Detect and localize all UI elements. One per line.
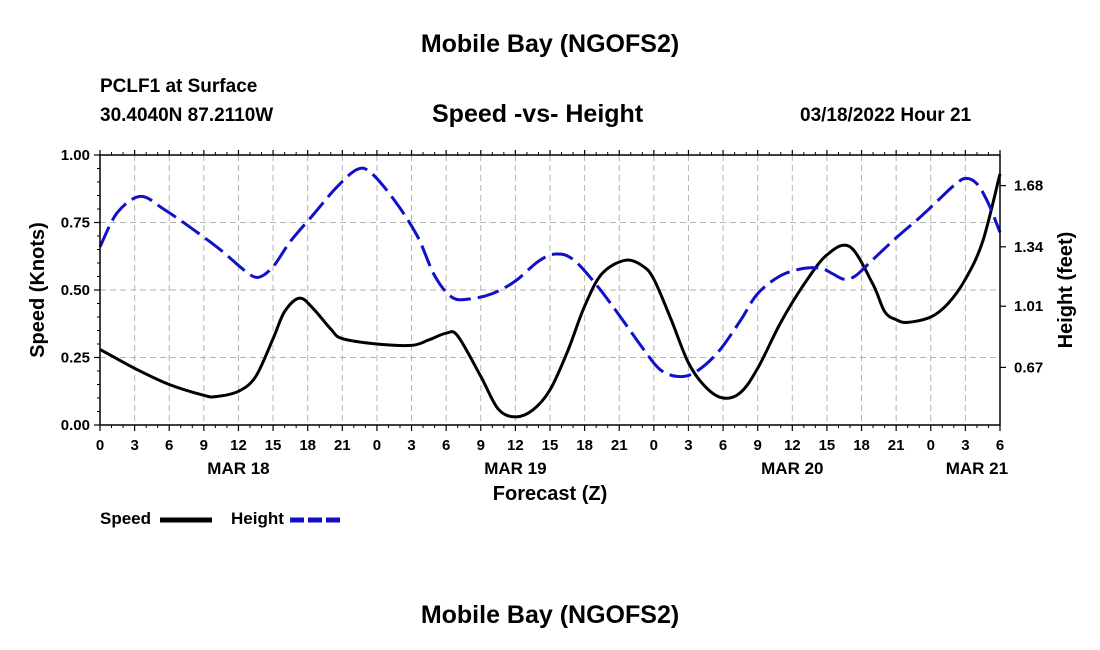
x-tick-label: 18 bbox=[853, 437, 870, 454]
x-tick-label: 0 bbox=[927, 437, 935, 454]
legend-height-label: Height bbox=[231, 509, 284, 528]
x-date-label: MAR 20 bbox=[761, 459, 823, 478]
x-tick-label: 12 bbox=[784, 437, 801, 454]
x-tick-label: 9 bbox=[754, 437, 762, 454]
station-coords: 30.4040N 87.2110W bbox=[100, 105, 274, 126]
x-tick-label: 6 bbox=[996, 437, 1004, 454]
series-line-speed bbox=[99, 173, 1002, 419]
station-name: PCLF1 at Surface bbox=[100, 76, 258, 97]
y-axis-label-left: Speed (Knots) bbox=[27, 222, 49, 358]
ticks: 0 3 6 9 12 15 18 21 0 3 6 9 12 15 18 21 0 3 6 9 12 15 18 21 0 3 6 M… bbox=[61, 147, 1044, 478]
x-tick-label: 15 bbox=[265, 437, 282, 454]
y-tick-label-right: 1.68 bbox=[1014, 178, 1043, 195]
x-tick-label: 6 bbox=[719, 437, 727, 454]
chart-title: Speed -vs- Height bbox=[432, 100, 644, 128]
x-tick-label: 3 bbox=[407, 437, 415, 454]
x-axis-label: Forecast (Z) bbox=[493, 483, 607, 505]
y-tick-label-right: 1.34 bbox=[1014, 239, 1044, 256]
x-tick-label: 12 bbox=[507, 437, 524, 454]
x-tick-label: 3 bbox=[961, 437, 969, 454]
y-tick-label-right: 0.67 bbox=[1014, 359, 1043, 376]
series-line-height bbox=[98, 166, 1002, 379]
y-tick-label-left: 0.75 bbox=[61, 215, 90, 232]
legend-speed-label: Speed bbox=[100, 509, 152, 528]
forecast-date: 03/18/2022 Hour 21 bbox=[800, 105, 972, 126]
x-tick-label: 3 bbox=[684, 437, 692, 454]
x-date-label: MAR 18 bbox=[207, 459, 269, 478]
x-tick-label: 15 bbox=[542, 437, 559, 454]
x-date-label: MAR 21 bbox=[946, 459, 1008, 478]
x-tick-label: 6 bbox=[165, 437, 173, 454]
x-tick-label: 18 bbox=[576, 437, 593, 454]
x-date-label: MAR 19 bbox=[484, 459, 546, 478]
y-tick-label-left: 0.00 bbox=[61, 417, 90, 434]
x-tick-label: 3 bbox=[130, 437, 138, 454]
x-tick-label: 21 bbox=[888, 437, 905, 454]
page-title: Mobile Bay (NGOFS2) bbox=[420, 30, 680, 58]
y-tick-label-right: 1.01 bbox=[1014, 298, 1043, 315]
x-tick-label: 9 bbox=[200, 437, 208, 454]
x-tick-label: 15 bbox=[819, 437, 836, 454]
x-tick-label: 12 bbox=[230, 437, 247, 454]
x-tick-label: 21 bbox=[334, 437, 351, 454]
x-tick-label: 6 bbox=[442, 437, 450, 454]
x-tick-label: 18 bbox=[299, 437, 316, 454]
footer-title: Mobile Bay (NGOFS2) bbox=[420, 601, 680, 629]
x-tick-label: 0 bbox=[373, 437, 381, 454]
y-tick-label-left: 0.25 bbox=[61, 350, 90, 367]
grid bbox=[100, 155, 1000, 425]
x-tick-label: 0 bbox=[96, 437, 104, 454]
y-tick-label-left: 0.50 bbox=[61, 282, 90, 299]
y-axis-label-right: Height (feet) bbox=[1055, 232, 1077, 349]
y-tick-label-left: 1.00 bbox=[61, 147, 90, 164]
x-tick-label: 21 bbox=[611, 437, 628, 454]
x-tick-label: 0 bbox=[650, 437, 658, 454]
series-layer bbox=[98, 166, 1002, 419]
x-tick-label: 9 bbox=[477, 437, 485, 454]
